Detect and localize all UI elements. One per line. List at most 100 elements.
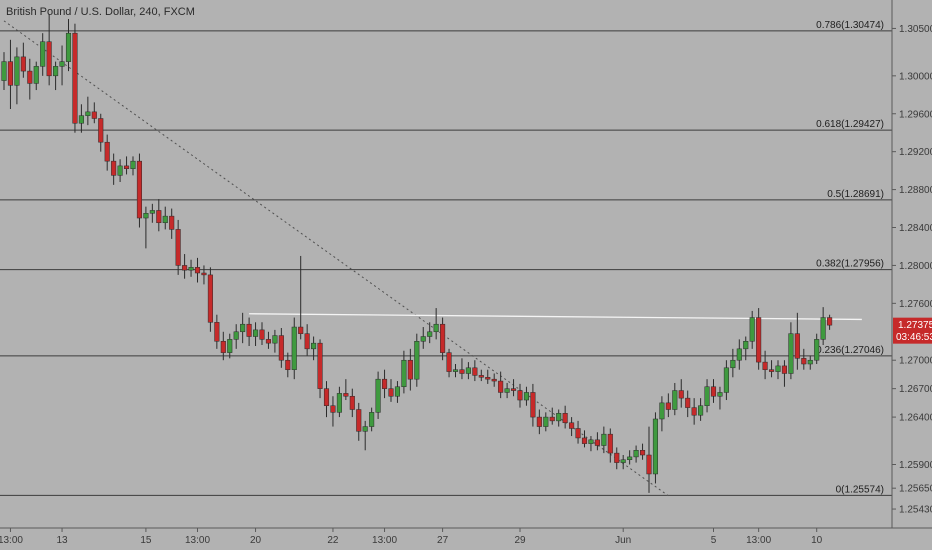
- candle-58: [375, 371, 381, 419]
- candle-91: [588, 436, 594, 452]
- candle-90: [581, 430, 588, 448]
- candle-123: [794, 312, 800, 370]
- candle-36: [233, 324, 239, 349]
- candle-body: [214, 322, 220, 342]
- candle-61: [394, 381, 400, 403]
- candle-body: [188, 267, 194, 271]
- candle-106: [685, 390, 691, 418]
- candle-body: [633, 450, 639, 458]
- candle-body: [278, 335, 284, 361]
- candle-body: [543, 416, 549, 427]
- candle-body: [794, 333, 800, 359]
- candle-101: [652, 412, 659, 484]
- candle-body: [581, 437, 588, 444]
- candle-body: [375, 378, 381, 413]
- candle-body: [756, 317, 762, 363]
- candle-14: [91, 102, 97, 124]
- fib-label-4: 0.236(1.27046): [816, 345, 884, 356]
- candle-body: [769, 369, 775, 372]
- candle-body: [124, 165, 130, 169]
- candle-120: [775, 360, 781, 380]
- candle-body: [78, 115, 84, 124]
- candle-body: [382, 378, 388, 389]
- candle-73: [472, 360, 478, 382]
- candle-86: [556, 409, 562, 427]
- candle-96: [620, 455, 626, 470]
- y-tick-label-8: 1.27000: [899, 356, 932, 367]
- candle-41: [265, 331, 271, 349]
- candle-98: [633, 445, 639, 463]
- candle-66: [427, 322, 433, 344]
- candle-44: [285, 352, 291, 378]
- candle-72: [465, 362, 471, 380]
- candle-body: [485, 377, 491, 380]
- candle-76: [491, 373, 497, 387]
- candle-body: [575, 428, 581, 439]
- current-price-tag-bg: [893, 317, 932, 344]
- fib-label-3: 0.382(1.27956): [816, 259, 884, 270]
- candle-body: [807, 359, 813, 365]
- candle-body: [207, 274, 213, 323]
- candle-body: [698, 405, 704, 416]
- fibonacci-levels: 0.786(1.30474) 0.618(1.29427) 0.5(1.28691)…: [0, 20, 892, 496]
- candle-99: [640, 443, 646, 460]
- candle-95: [614, 447, 620, 470]
- candle-22: [143, 206, 149, 249]
- candle-74: [478, 369, 484, 382]
- candle-body: [356, 409, 362, 432]
- candle-48: [311, 336, 317, 361]
- candle-25: [162, 206, 168, 230]
- x-tick-label-11: 13:00: [746, 535, 771, 546]
- candle-93: [601, 426, 607, 454]
- candle-body: [827, 317, 833, 326]
- candle-21: [136, 153, 142, 228]
- candle-62: [401, 350, 407, 394]
- candle-7: [46, 14, 52, 86]
- candle-89: [575, 420, 581, 444]
- candle-108: [698, 398, 704, 421]
- candle-13: [85, 96, 91, 126]
- candle-78: [504, 382, 510, 399]
- candle-15: [98, 113, 104, 152]
- candle-126: [814, 333, 820, 365]
- x-tick-label-9: Jun: [615, 535, 631, 546]
- candle-body: [233, 331, 239, 340]
- candle-18: [117, 159, 123, 183]
- candle-63: [407, 348, 413, 391]
- candle-68: [440, 317, 446, 361]
- candle-37: [240, 312, 246, 344]
- candle-30: [194, 257, 201, 283]
- candle-4: [27, 58, 33, 100]
- candle-33: [214, 314, 220, 349]
- candle-119: [769, 360, 775, 378]
- candle-body: [182, 265, 188, 271]
- candle-body: [362, 426, 368, 432]
- y-tick-label-0: 1.30500: [899, 24, 932, 35]
- x-tick-label-4: 20: [250, 535, 262, 546]
- candle-88: [569, 417, 575, 437]
- candle-77: [498, 371, 504, 399]
- candle-body: [594, 439, 600, 446]
- candle-80: [517, 383, 523, 408]
- candle-body: [240, 323, 246, 333]
- candle-body: [317, 342, 323, 389]
- x-tick-label-1: 13: [56, 535, 68, 546]
- x-tick-label-2: 15: [140, 535, 152, 546]
- candle-17: [111, 153, 117, 185]
- candle-body: [65, 32, 72, 62]
- candle-body: [7, 61, 13, 86]
- candle-body: [201, 272, 207, 276]
- candle-body: [762, 361, 768, 370]
- candle-body: [246, 323, 252, 337]
- candle-53: [343, 379, 349, 401]
- candle-body: [801, 358, 807, 365]
- candle-0: [1, 52, 7, 91]
- candle-body: [104, 141, 110, 162]
- candle-26: [169, 208, 175, 239]
- candle-49: [317, 339, 323, 399]
- candle-body: [420, 336, 426, 342]
- candle-46: [298, 255, 304, 340]
- candle-body: [743, 341, 749, 350]
- candle-body: [491, 378, 497, 382]
- fib-label-5: 0(1.25574): [836, 484, 884, 495]
